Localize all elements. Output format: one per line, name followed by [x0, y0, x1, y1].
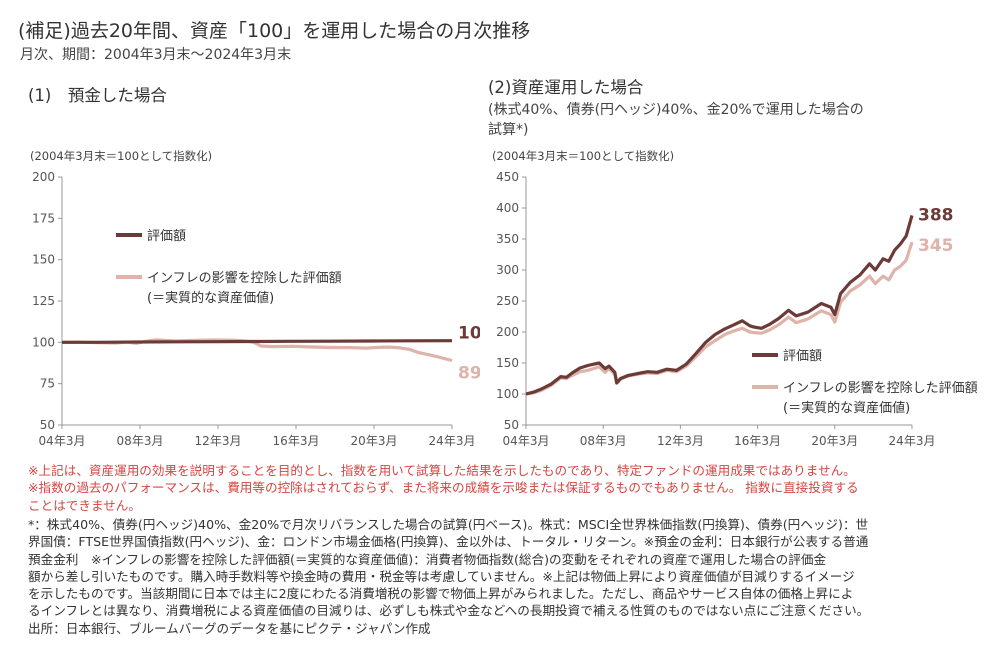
- x-tick-label: 16年3月: [273, 434, 320, 448]
- x-tick-label: 20年3月: [811, 434, 858, 448]
- footnote-line: 出所：日本銀行、ブルームバーグのデータを基にピクテ・ジャパン作成: [28, 620, 431, 636]
- y-tick-label: 175: [32, 211, 55, 225]
- y-tick-label: 150: [32, 253, 55, 267]
- x-tick-label: 08年3月: [117, 434, 164, 448]
- x-tick-label: 24年3月: [889, 434, 936, 448]
- end-label-nominal: 388: [918, 205, 954, 225]
- x-tick-label: 20年3月: [351, 434, 398, 448]
- legend-label-real: インフレの影響を控除した評価額: [147, 270, 342, 286]
- y-tick-label: 200: [32, 170, 55, 184]
- y-tick-label: 50: [40, 418, 55, 432]
- index-note: (2004年3月末＝100として指数化): [30, 149, 212, 163]
- notes-footnotes: *：株式40%、債券(円ヘッジ)40%、金20%で月次リバランスした場合の試算(…: [28, 516, 869, 637]
- y-tick-label: 300: [496, 263, 519, 277]
- y-tick-label: 150: [496, 356, 519, 370]
- legend-label-real-note: (＝実質的な資産価値): [147, 290, 274, 306]
- end-label-real: 345: [918, 236, 954, 256]
- x-tick-label: 12年3月: [657, 434, 704, 448]
- index-note: (2004年3月末＝100として指数化): [492, 149, 674, 163]
- series-line-real: [525, 241, 914, 396]
- chart2-investment: (2004年3月末＝100として指数化) 50 100 150 200 250 300 350…: [492, 149, 978, 448]
- x-tick-label: 16年3月: [734, 434, 781, 448]
- chart1-title: (1) 預金した場合: [28, 86, 167, 105]
- series-line-nominal: [62, 339, 453, 344]
- y-tick-label: 450: [496, 170, 519, 184]
- footnote-line: *：株式40%、債券(円ヘッジ)40%、金20%で月次リバランスした場合の試算(…: [28, 517, 869, 532]
- page-subtitle: 月次、期間：2004年3月末～2024年3月末: [20, 47, 292, 63]
- chart2-subtitle-line1: (株式40%、債券(円ヘッジ)40%、金20%で運用した場合の: [488, 102, 864, 118]
- footnote-line: を示したものです。当該期間に日本では主に2度にわたる消費増税の影響で物価上昇がみ…: [28, 586, 854, 602]
- footnote-line: るインフレとは異なり、消費増税による資産価値の目減りは、必ずしも株式や金などへの…: [28, 603, 870, 619]
- y-tick-label: 250: [496, 294, 519, 308]
- y-tick-label: 200: [496, 325, 519, 339]
- y-tick-label: 100: [32, 335, 55, 349]
- end-label-nominal: 101: [458, 324, 480, 344]
- footnote-line: 界国債：FTSE世界国債指数(円ヘッジ)、金：ロンドン市場金価格(円換算)、金以…: [28, 534, 869, 550]
- x-tick-label: 08年3月: [580, 434, 627, 448]
- y-tick-label: 125: [32, 294, 55, 308]
- legend-label-nominal: 評価額: [783, 349, 822, 364]
- series-line-nominal: [525, 214, 914, 396]
- legend-label-real: インフレの影響を控除した評価額: [783, 380, 978, 396]
- note-red-line: ※上記は、資産運用の効果を説明することを目的とし、指数を用いて試算した結果を示し…: [28, 463, 856, 478]
- footnote-line: 額から差し引いたものです。購入時手数料等や換金時の費用・税金等は考慮していません…: [28, 568, 855, 584]
- legend-label-real-note: (＝実質的な資産価値): [783, 400, 910, 416]
- y-tick-label: 100: [496, 387, 519, 401]
- chart2-title: (2)資産運用した場合: [488, 78, 644, 97]
- legend-label-nominal: 評価額: [147, 229, 186, 244]
- y-tick-label: 350: [496, 232, 519, 246]
- end-label-real: 89: [458, 364, 480, 384]
- y-tick-label: 400: [496, 201, 519, 215]
- x-tick-label: 12年3月: [195, 434, 242, 448]
- x-tick-label: 24年3月: [429, 434, 476, 448]
- y-tick-label: 75: [40, 377, 55, 391]
- note-red-line: ことはできません。: [28, 497, 141, 513]
- footnote-line: 預金金利 ※インフレの影響を控除した評価額(＝実質的な資産価値)：消費者物価指数…: [28, 551, 827, 567]
- page-title: (補足)過去20年間、資産「100」を運用した場合の月次推移: [18, 20, 531, 42]
- y-tick-label: 50: [504, 418, 519, 432]
- notes-red: ※上記は、資産運用の効果を説明することを目的とし、指数を用いて試算した結果を示し…: [28, 462, 859, 514]
- note-red-line: ※指数の過去のパフォーマンスは、費用等の控除はされておらず、また将来の成績を示唆…: [28, 480, 859, 496]
- x-tick-label: 04年3月: [39, 434, 86, 448]
- chart1-deposit: (2004年3月末＝100として指数化) 50 75 100 125 150 175 200 0…: [30, 149, 480, 448]
- x-tick-label: 04年3月: [503, 434, 550, 448]
- chart2-subtitle-line2: 試算*): [488, 122, 529, 138]
